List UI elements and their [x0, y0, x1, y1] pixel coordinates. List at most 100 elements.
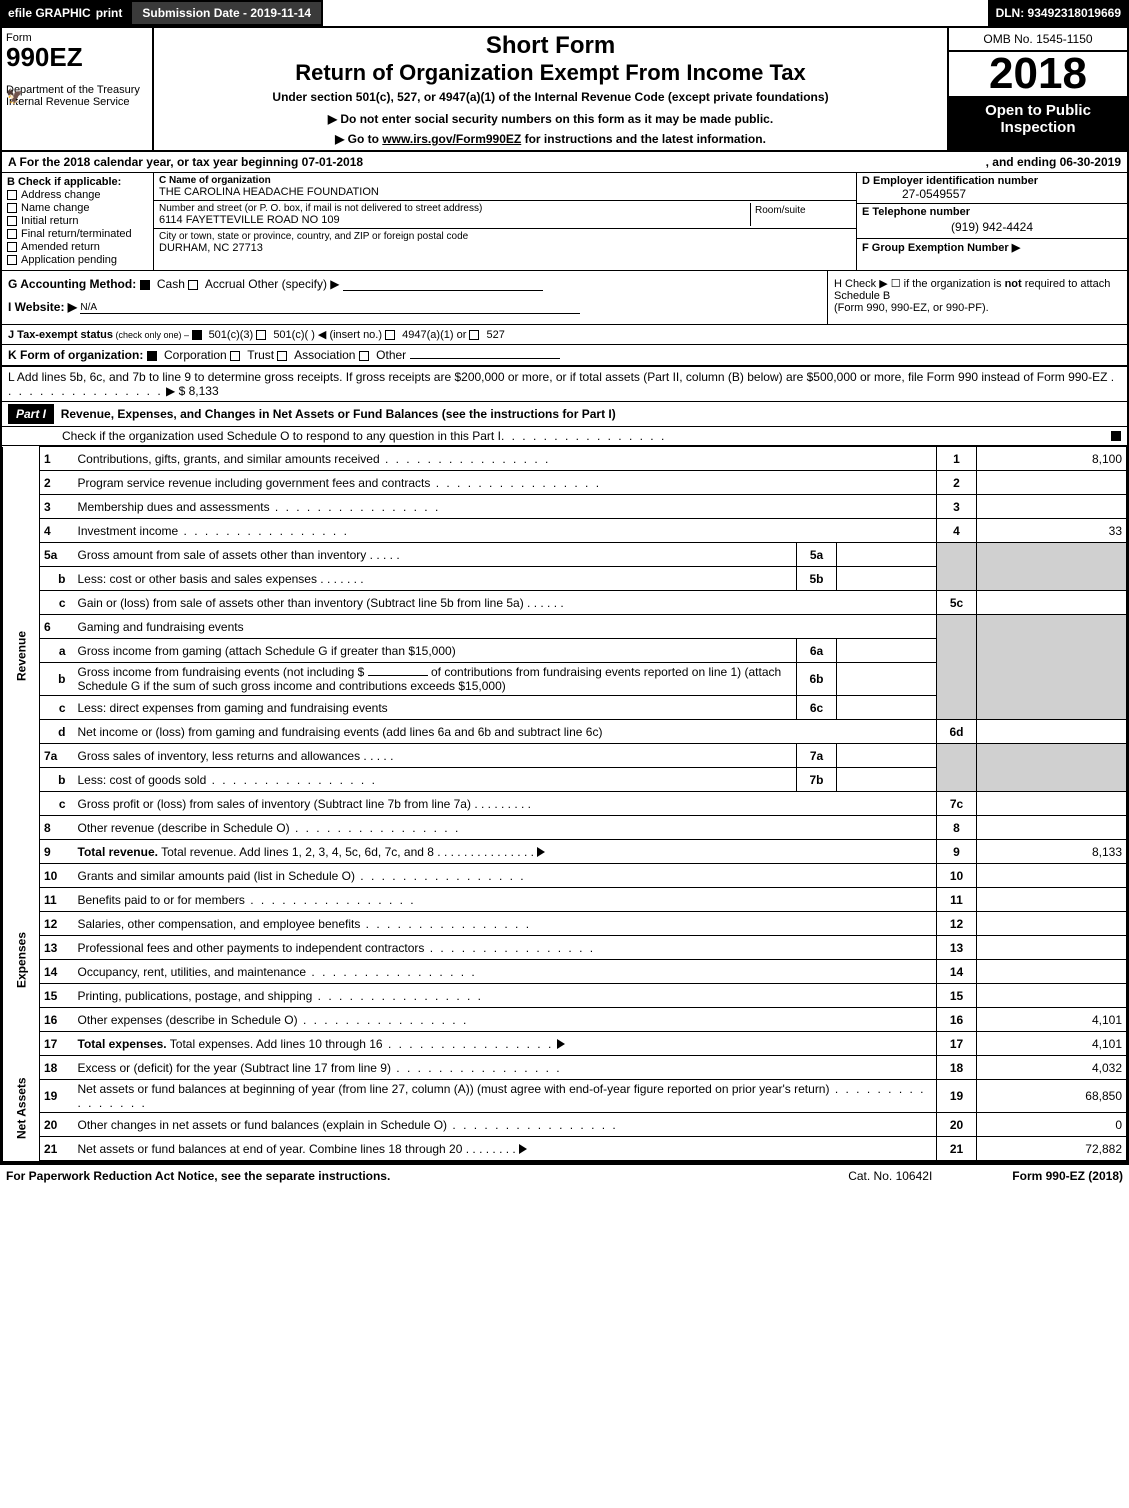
line-15: 15 Printing, publications, postage, and … — [3, 984, 1127, 1008]
catalog-number: Cat. No. 10642I — [848, 1169, 932, 1183]
phone-label: E Telephone number — [862, 206, 1122, 218]
street-value: 6114 FAYETTEVILLE ROAD NO 109 — [159, 214, 750, 226]
header-left: Form 990EZ 🦅 Department of the Treasury … — [2, 28, 154, 150]
pra-notice: For Paperwork Reduction Act Notice, see … — [6, 1169, 390, 1183]
line-10: Expenses 10 Grants and similar amounts p… — [3, 864, 1127, 888]
line-19: 19 Net assets or fund balances at beginn… — [3, 1080, 1127, 1113]
efile-print: efile GRAPHIC print — [0, 0, 130, 26]
line-5a: 5a Gross amount from sale of assets othe… — [3, 543, 1127, 567]
org-name: THE CAROLINA HEADACHE FOUNDATION — [159, 186, 851, 198]
form-number: 990EZ — [6, 44, 148, 70]
line-7a: 7a Gross sales of inventory, less return… — [3, 744, 1127, 768]
dln: DLN: 93492318019669 — [988, 0, 1129, 26]
street-cell: Number and street (or P. O. box, if mail… — [159, 203, 751, 226]
line-3: 3 Membership dues and assessments 3 — [3, 495, 1127, 519]
row-k: K Form of organization: Corporation Trus… — [2, 345, 1127, 367]
part-i-badge: Part I — [8, 404, 54, 424]
ein-label: D Employer identification number — [862, 175, 1122, 187]
print-label[interactable]: print — [96, 6, 123, 20]
goto-link[interactable]: www.irs.gov/Form990EZ — [382, 132, 521, 146]
chk-corporation[interactable] — [147, 351, 157, 361]
line-16: 16 Other expenses (describe in Schedule … — [3, 1008, 1127, 1032]
chk-accrual[interactable] — [188, 280, 198, 290]
ein-value: 27-0549557 — [862, 187, 1122, 201]
accounting-other-blank[interactable] — [343, 290, 543, 291]
submission-date: Submission Date - 2019-11-14 — [130, 0, 323, 26]
row-a-ending: , and ending 06-30-2019 — [986, 155, 1121, 169]
row-j: J Tax-exempt status (check only one) ‒ 5… — [2, 325, 1127, 345]
side-net-assets: Net Assets — [3, 1056, 40, 1161]
phone-cell: E Telephone number (919) 942-4424 — [857, 204, 1127, 239]
row-g-h-i: G Accounting Method: Cash Accrual Other … — [2, 271, 1127, 325]
irs-label: Internal Revenue Service — [6, 96, 148, 108]
goto-pre: ▶ Go to — [335, 132, 382, 146]
chk-final-return[interactable]: Final return/terminated — [7, 228, 148, 240]
chk-other-org[interactable] — [359, 351, 369, 361]
chk-amended-return[interactable]: Amended return — [7, 241, 148, 253]
chk-501c[interactable] — [256, 330, 266, 340]
row-a-tax-year: A For the 2018 calendar year, or tax yea… — [2, 152, 1127, 173]
group-exemption-label: F Group Exemption Number ▶ — [862, 241, 1122, 254]
website-value: N/A — [80, 299, 580, 314]
chk-527[interactable] — [469, 330, 479, 340]
header-right: OMB No. 1545-1150 2018 Open to Public In… — [947, 28, 1127, 150]
line-17: 17 Total expenses. Total expenses. Add l… — [3, 1032, 1127, 1056]
irs-seal-icon: 🦅 — [6, 88, 23, 105]
form-ref: Form 990-EZ (2018) — [1012, 1169, 1123, 1183]
tax-year: 2018 — [949, 52, 1127, 98]
line-4: 4 Investment income 4 33 — [3, 519, 1127, 543]
chk-initial-return[interactable]: Initial return — [7, 215, 148, 227]
col-g-i: G Accounting Method: Cash Accrual Other … — [2, 271, 827, 324]
efile-label: efile GRAPHIC — [8, 6, 91, 20]
line-5c: c Gain or (loss) from sale of assets oth… — [3, 591, 1127, 615]
city-cell: City or town, state or province, country… — [154, 229, 856, 270]
org-name-cell: C Name of organization THE CAROLINA HEAD… — [154, 173, 856, 201]
chk-application-pending[interactable]: Application pending — [7, 254, 148, 266]
side-revenue: Revenue — [3, 447, 40, 864]
org-name-label: C Name of organization — [159, 175, 851, 186]
chk-cash[interactable] — [140, 280, 150, 290]
column-d-e-f: D Employer identification number 27-0549… — [857, 173, 1127, 270]
row-a-text: A For the 2018 calendar year, or tax yea… — [8, 155, 363, 169]
goto-post: for instructions and the latest informat… — [521, 132, 766, 146]
street-row: Number and street (or P. O. box, if mail… — [154, 201, 856, 229]
line-13: 13 Professional fees and other payments … — [3, 936, 1127, 960]
short-form-title: Short Form — [158, 32, 943, 60]
chk-4947[interactable] — [385, 330, 395, 340]
chk-name-change[interactable]: Name change — [7, 202, 148, 214]
row-l: L Add lines 5b, 6c, and 7b to line 9 to … — [2, 367, 1127, 402]
line-9: 9 Total revenue. Total revenue. Add line… — [3, 840, 1127, 864]
chk-501c3[interactable] — [192, 330, 202, 340]
group-exemption-cell: F Group Exemption Number ▶ — [857, 239, 1127, 270]
top-bar: efile GRAPHIC print Submission Date - 20… — [0, 0, 1129, 26]
line-6d: d Net income or (loss) from gaming and f… — [3, 720, 1127, 744]
line-7c: c Gross profit or (loss) from sales of i… — [3, 792, 1127, 816]
section-b-through-f: B Check if applicable: Address change Na… — [2, 173, 1127, 271]
line-12: 12 Salaries, other compensation, and emp… — [3, 912, 1127, 936]
goto-line: ▶ Go to www.irs.gov/Form990EZ for instru… — [158, 132, 943, 146]
chk-schedule-o[interactable] — [1111, 431, 1121, 441]
line-18: Net Assets 18 Excess or (deficit) for th… — [3, 1056, 1127, 1080]
chk-association[interactable] — [277, 351, 287, 361]
line-14: 14 Occupancy, rent, utilities, and maint… — [3, 960, 1127, 984]
form-990ez: Form 990EZ 🦅 Department of the Treasury … — [0, 26, 1129, 1163]
street-label: Number and street (or P. O. box, if mail… — [159, 203, 750, 214]
line-8: 8 Other revenue (describe in Schedule O)… — [3, 816, 1127, 840]
line-6: 6 Gaming and fundraising events — [3, 615, 1127, 639]
chk-trust[interactable] — [230, 351, 240, 361]
line-20: 20 Other changes in net assets or fund b… — [3, 1113, 1127, 1137]
gross-receipts: 8,133 — [189, 384, 219, 398]
part-i-header: Part I Revenue, Expenses, and Changes in… — [2, 402, 1127, 427]
under-section: Under section 501(c), 527, or 4947(a)(1)… — [158, 90, 943, 104]
open-public: Open to Public Inspection — [949, 98, 1127, 150]
header-middle: Short Form Return of Organization Exempt… — [154, 28, 947, 150]
line-2: 2 Program service revenue including gove… — [3, 471, 1127, 495]
dept-treasury: Department of the Treasury — [6, 84, 148, 96]
phone-value: (919) 942-4424 — [862, 218, 1122, 236]
city-label: City or town, state or province, country… — [159, 231, 851, 242]
ein-cell: D Employer identification number 27-0549… — [857, 173, 1127, 204]
city-value: DURHAM, NC 27713 — [159, 242, 851, 254]
column-b: B Check if applicable: Address change Na… — [2, 173, 154, 270]
chk-address-change[interactable]: Address change — [7, 189, 148, 201]
form-header: Form 990EZ 🦅 Department of the Treasury … — [2, 28, 1127, 152]
